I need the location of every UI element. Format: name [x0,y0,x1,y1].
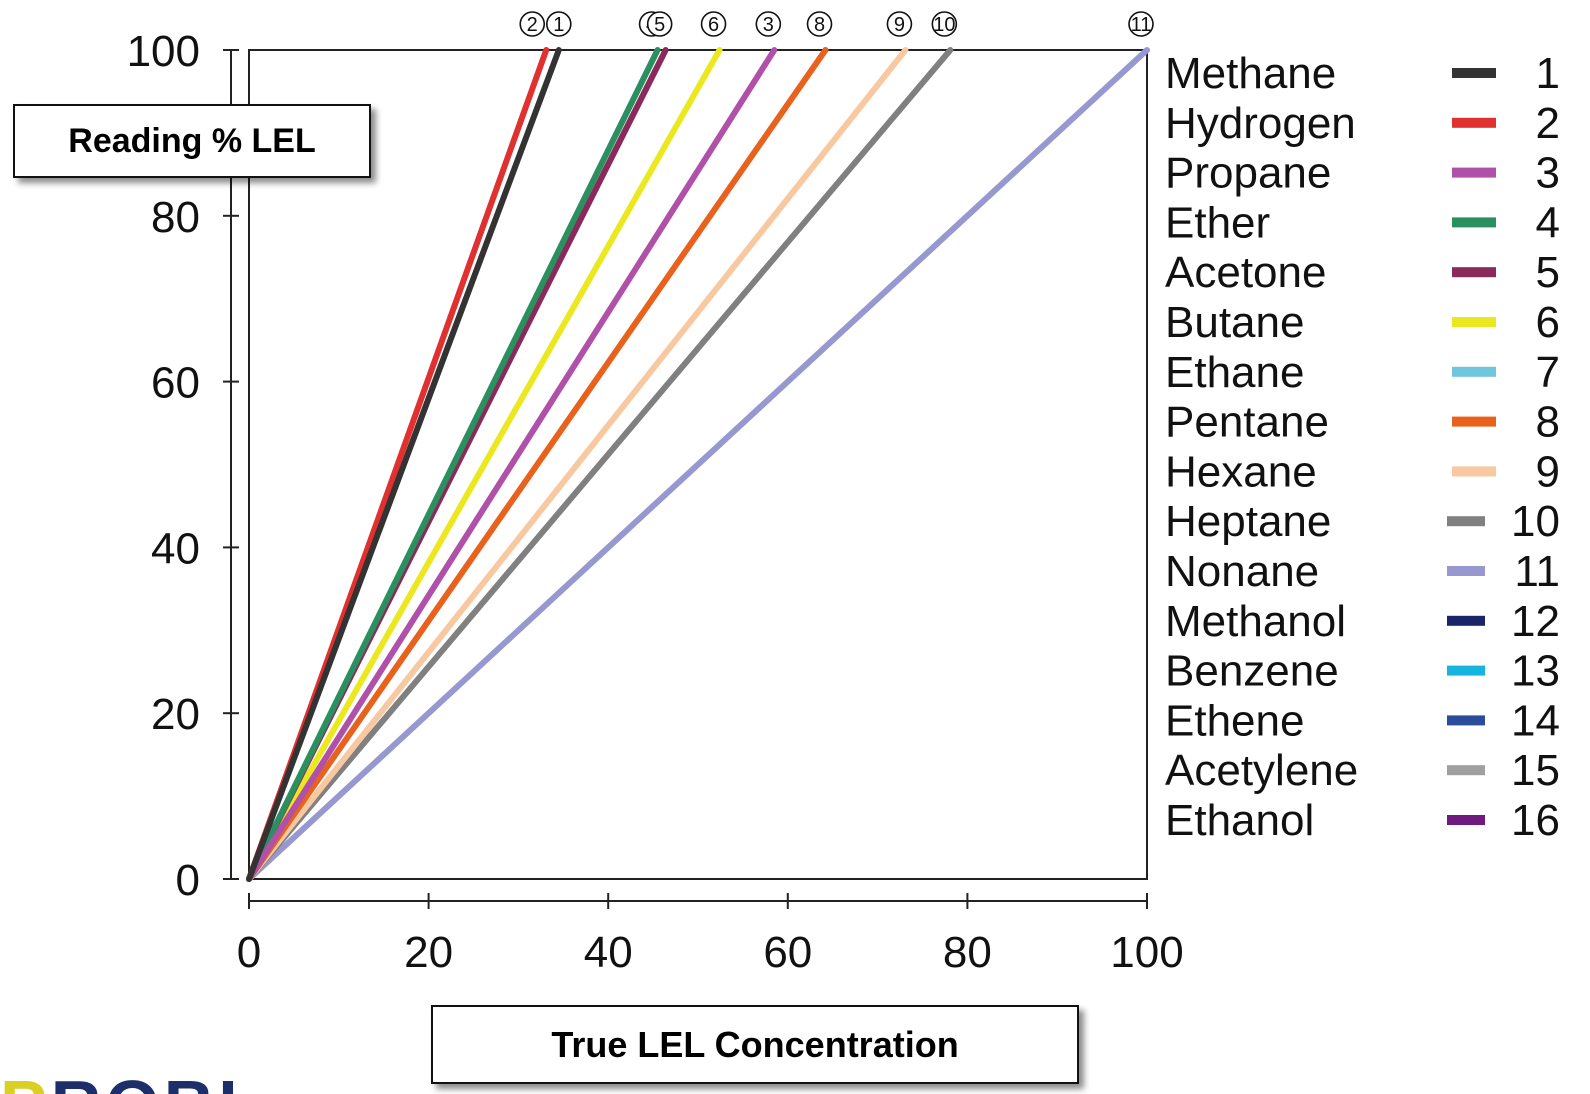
top-marker-label: 3 [763,14,774,36]
legend-swatch [1452,68,1496,78]
legend-label: Pentane [1165,398,1329,447]
legend-label: Ether [1165,198,1270,247]
top-marker-label: 5 [654,14,665,36]
legend: Methane 1 Hydrogen 2 Propane 3 Ether 4 Acetone 5 B… [1165,49,1560,845]
legend-swatch [1452,416,1496,427]
series-lines [246,47,1150,882]
legend-label: Ethanol [1165,796,1314,845]
top-marker-circle [519,11,546,37]
top-marker-label: 8 [814,14,825,36]
y-tick-label: 100 [127,27,200,76]
series-line-heptane [246,47,954,882]
legend-swatch [1452,366,1496,377]
y-axis-label: Reading % LEL [13,104,371,178]
top-markers: 214563891011 [519,11,1154,37]
legend-number: 11 [1514,547,1560,596]
legend-number: 4 [1536,198,1560,247]
legend-swatch [1452,267,1496,278]
top-marker-label: 11 [1131,14,1152,36]
legend-label: Acetone [1165,248,1326,297]
x-tick-label: 60 [763,928,812,977]
x-tick-label: 80 [943,928,992,977]
series-line-nonane [246,47,1150,882]
legend-label: Methanol [1165,597,1346,646]
x-tick-label: 0 [237,928,261,977]
legend-number: 15 [1511,746,1560,795]
legend-number: 9 [1536,447,1560,496]
legend-number: 5 [1536,248,1560,297]
series-line-methane [246,47,562,882]
legend-number: 12 [1511,597,1560,646]
legend-swatch [1447,715,1485,726]
legend-swatch [1447,665,1485,676]
legend-number: 6 [1536,298,1560,347]
legend-number: 14 [1511,696,1560,745]
legend-swatch [1447,615,1485,626]
y-tick-label: 80 [151,193,200,242]
series-line-butane [246,47,723,882]
legend-label: Methane [1165,49,1336,98]
legend-label: Propane [1165,149,1331,198]
legend-swatch [1447,566,1485,576]
legend-label: Ethene [1165,696,1304,745]
chart-axes: 0 20 40 60 80 100 0 20 40 60 80 100 [127,27,1184,977]
legend-swatch [1447,765,1485,776]
series-line-ether [246,47,661,882]
legend-number: 3 [1536,149,1560,198]
x-tick-label: 40 [584,928,633,977]
x-tick-label: 100 [1110,928,1183,977]
top-marker-label: 6 [708,14,719,36]
top-marker-circle [700,11,727,37]
brand-logo: PROBI [0,1070,242,1094]
top-marker-circle [806,11,833,37]
legend-swatch [1452,117,1496,128]
legend-number: 13 [1511,647,1560,696]
top-marker-circle [886,11,913,37]
legend-swatch [1452,466,1496,477]
top-marker-label: 10 [933,14,955,36]
legend-label: Butane [1165,298,1304,347]
legend-label: Nonane [1165,547,1319,596]
top-marker-circle [755,11,782,37]
y-tick-label: 0 [176,856,200,905]
legend-swatch [1452,167,1496,178]
series-line-hexane [246,47,909,882]
top-marker-circle [1128,11,1154,37]
plot-frame [248,49,1148,880]
legend-label: Benzene [1165,647,1339,696]
top-marker-label: 9 [894,14,905,36]
legend-number: 8 [1536,398,1560,447]
top-marker-label: 1 [553,14,564,36]
legend-number: 16 [1511,796,1560,845]
legend-number: 2 [1536,99,1560,148]
legend-swatch [1452,217,1496,228]
top-marker-circle [931,11,958,37]
legend-label: Hydrogen [1165,99,1356,148]
legend-number: 1 [1536,49,1560,98]
series-line-pentane [246,47,829,882]
series-line-propane [246,47,778,882]
legend-label: Acetylene [1165,746,1358,795]
top-marker-circle [546,11,572,37]
legend-swatch [1447,815,1485,825]
legend-label: Heptane [1165,497,1331,546]
legend-swatch [1447,516,1485,527]
y-tick-label: 20 [151,690,200,739]
x-tick-label: 20 [404,928,453,977]
x-axis-label: True LEL Concentration [431,1005,1079,1084]
top-marker-circle [646,11,673,37]
y-tick-label: 60 [151,359,200,408]
legend-swatch [1452,317,1496,327]
top-marker-label: 2 [527,14,538,36]
legend-label: Hexane [1165,447,1317,496]
legend-number: 7 [1536,348,1560,397]
legend-number: 10 [1511,497,1560,546]
y-tick-label: 40 [151,524,200,573]
legend-label: Ethane [1165,348,1304,397]
